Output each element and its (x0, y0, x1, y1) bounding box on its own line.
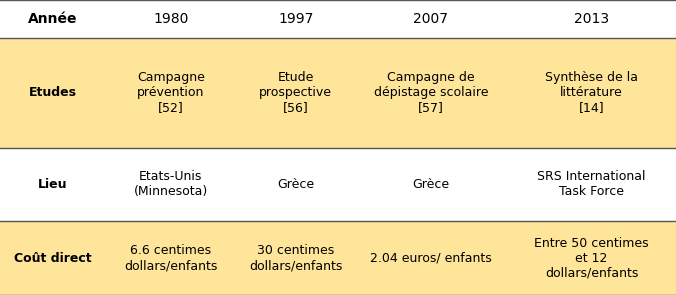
Bar (507, 38, 676, 148)
Text: 1980: 1980 (153, 12, 189, 26)
Bar (237, 221, 355, 295)
Text: Etats-Unis
(Minnesota): Etats-Unis (Minnesota) (134, 171, 208, 198)
Text: Campagne de
dépistage scolaire
[57]: Campagne de dépistage scolaire [57] (374, 71, 488, 114)
Text: Coût direct: Coût direct (14, 252, 91, 265)
Bar (0, 221, 105, 295)
Text: Etude
prospective
[56]: Etude prospective [56] (260, 71, 332, 114)
Text: 30 centimes
dollars/enfants: 30 centimes dollars/enfants (249, 244, 343, 272)
Text: Etudes: Etudes (28, 86, 76, 99)
Text: Lieu: Lieu (38, 178, 67, 191)
Bar (355, 38, 507, 148)
Text: 6.6 centimes
dollars/enfants: 6.6 centimes dollars/enfants (124, 244, 218, 272)
Text: SRS International
Task Force: SRS International Task Force (537, 171, 646, 198)
Text: Synthèse de la
littérature
[14]: Synthèse de la littérature [14] (545, 71, 638, 114)
Text: Grèce: Grèce (412, 178, 450, 191)
Text: 2013: 2013 (574, 12, 609, 26)
Text: 2007: 2007 (414, 12, 448, 26)
Text: Campagne
prévention
[52]: Campagne prévention [52] (137, 71, 205, 114)
Text: Grèce: Grèce (277, 178, 314, 191)
Bar (237, 38, 355, 148)
Text: Entre 50 centimes
et 12
dollars/enfants: Entre 50 centimes et 12 dollars/enfants (534, 237, 649, 280)
Text: Année: Année (28, 12, 77, 26)
Text: 1997: 1997 (278, 12, 314, 26)
Bar (105, 38, 237, 148)
Bar (507, 221, 676, 295)
Bar (105, 221, 237, 295)
Text: 2.04 euros/ enfants: 2.04 euros/ enfants (370, 252, 492, 265)
Bar (0, 38, 105, 148)
Bar (355, 221, 507, 295)
